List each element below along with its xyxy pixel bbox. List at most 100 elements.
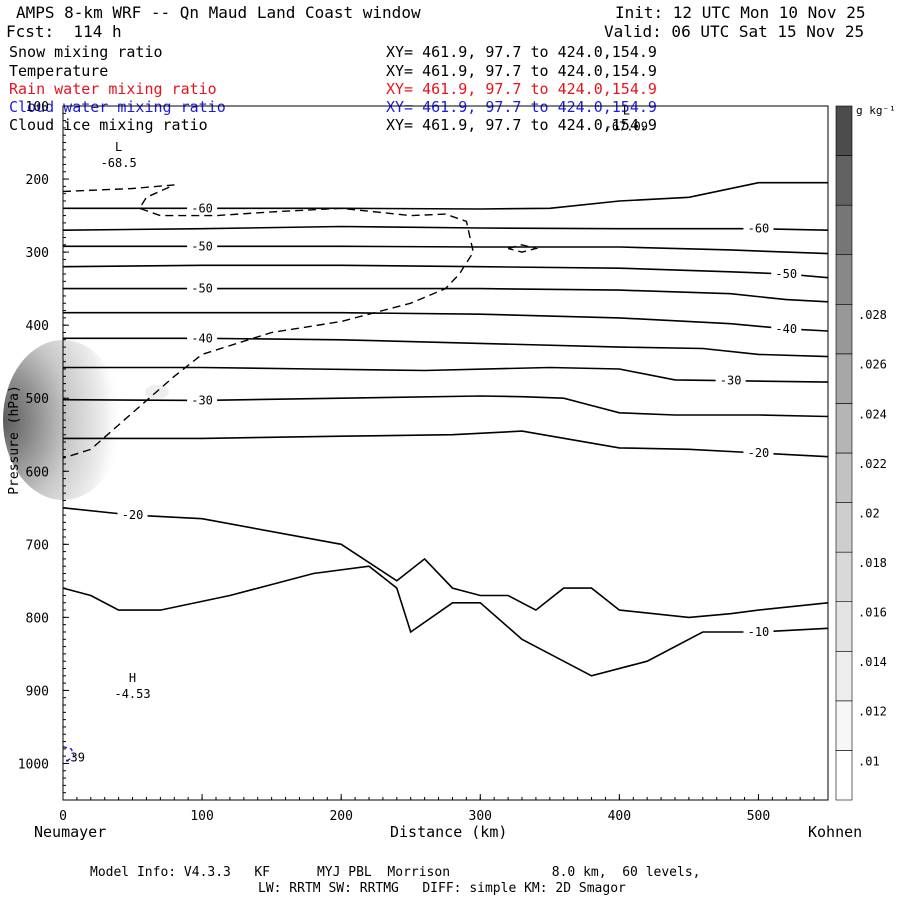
y-tick-label: 900 bbox=[26, 684, 49, 699]
colorbar-tick-label: .02 bbox=[858, 506, 880, 520]
contour-label-bg bbox=[771, 320, 802, 336]
extremum-letter: L bbox=[623, 103, 630, 117]
colorbar-tick-label: .012 bbox=[858, 705, 887, 719]
contour-label-bg bbox=[771, 266, 802, 282]
temperature-contour bbox=[63, 287, 829, 303]
x-tick-label: 0 bbox=[59, 809, 67, 824]
contour-label: -50 bbox=[191, 282, 213, 296]
temperature-contour bbox=[62, 225, 829, 231]
y-tick-label: 300 bbox=[26, 246, 49, 261]
temperature-contour bbox=[62, 565, 829, 677]
colorbar-tick-label: .014 bbox=[858, 655, 887, 669]
contour-label: -30 bbox=[720, 374, 742, 388]
contour-label: -20 bbox=[748, 446, 770, 460]
extremum-value: -67.09 bbox=[605, 119, 648, 133]
extremum-value: -4.53 bbox=[114, 687, 150, 701]
cloud-water-contour bbox=[62, 746, 75, 764]
x-tick-label: 500 bbox=[747, 809, 770, 824]
x-axis-label: Distance (km) bbox=[390, 823, 508, 841]
contour-label: -20 bbox=[122, 508, 144, 522]
cloud-ice-contour bbox=[507, 244, 539, 253]
field-xy-temperature: XY= 461.9, 97.7 to 424.0,154.9 bbox=[386, 62, 657, 80]
colorbar-tick-label: .022 bbox=[858, 457, 887, 471]
contour-label: -50 bbox=[775, 267, 797, 281]
contour-label-bg bbox=[187, 330, 218, 346]
cloud-water-value: .39 bbox=[63, 750, 85, 764]
temperature-contour bbox=[63, 181, 828, 210]
contour-label-bg bbox=[187, 238, 218, 254]
contour-label-bg bbox=[117, 507, 148, 523]
colorbar: .01 .012 .014 .016 .018 .02 .022 .024 .026 .028 g … bbox=[835, 104, 896, 801]
cloud-ice-contours: L -68.5 L -67.09 H -4.53 .39 bbox=[62, 103, 648, 764]
colorbar-tick-label: .026 bbox=[858, 358, 887, 372]
contour-label: -40 bbox=[191, 331, 213, 345]
y-tick-label: 500 bbox=[26, 392, 49, 407]
y-tick-label: 1000 bbox=[18, 757, 49, 772]
model-info-line2: LW: RRTM SW: RRTMG DIFF: simple KM: 2D S… bbox=[258, 881, 626, 896]
contour-label-bg bbox=[187, 280, 218, 296]
contour-label-bg bbox=[743, 445, 774, 460]
contour-label-bg bbox=[187, 200, 218, 216]
contour-label: -50 bbox=[191, 239, 213, 253]
temperature-contour bbox=[63, 245, 829, 255]
colorbar-tick-label: .016 bbox=[858, 606, 887, 620]
colorbar-bin bbox=[835, 551, 853, 603]
location-left: Neumayer bbox=[34, 823, 107, 841]
extremum-value: -68.5 bbox=[101, 156, 137, 170]
colorbar-tick-label: .028 bbox=[858, 308, 887, 322]
temperature-contour bbox=[62, 507, 829, 619]
model-info-line1: Model Info: V4.3.3 KF MYJ PBL Morrison 8… bbox=[90, 865, 701, 880]
temperature-contour bbox=[62, 264, 829, 279]
temperature-contour bbox=[63, 337, 829, 358]
x-tick-label: 400 bbox=[608, 809, 631, 824]
temperature-contour bbox=[63, 366, 829, 383]
colorbar-bin bbox=[835, 750, 853, 801]
colorbar-bin bbox=[835, 403, 853, 454]
field-name-cloud-water: Cloud water mixing ratio bbox=[9, 98, 226, 116]
x-tick-label: 200 bbox=[329, 809, 352, 824]
y-tick-label: 200 bbox=[26, 173, 49, 188]
x-tick-label: 300 bbox=[469, 809, 492, 824]
y-tick-label: 700 bbox=[26, 538, 49, 553]
colorbar-tick-label: .024 bbox=[858, 407, 887, 421]
y-tick-label: 800 bbox=[26, 611, 49, 626]
contour-label-bg bbox=[743, 220, 774, 236]
contour-label: -10 bbox=[748, 625, 770, 639]
y-axis-label: Pressure (hPa) bbox=[7, 385, 22, 495]
field-name-temperature: Temperature bbox=[9, 62, 109, 80]
field-xy-rain: XY= 461.9, 97.7 to 424.0,154.9 bbox=[386, 80, 657, 98]
temperature-contour bbox=[62, 395, 829, 418]
y-tick-label: 100 bbox=[26, 100, 49, 115]
field-name-snow: Snow mixing ratio bbox=[9, 43, 163, 61]
chart-title: AMPS 8-km WRF -- Qn Maud Land Coast wind… bbox=[16, 3, 421, 22]
temperature-contours: -60 -60 -50 -50 -50 -40 -40 -30 -30 -20 -20 -10 bbox=[62, 181, 829, 677]
y-axis: 100 200 300 400 500 600 700 800 900 1000 bbox=[18, 100, 69, 794]
colorbar-bin bbox=[835, 105, 853, 156]
temperature-contour bbox=[63, 311, 829, 332]
extremum-letter: L bbox=[115, 140, 122, 154]
field-name-rain: Rain water mixing ratio bbox=[9, 80, 217, 98]
colorbar-bin bbox=[835, 502, 853, 553]
field-xy-snow: XY= 461.9, 97.7 to 424.0,154.9 bbox=[386, 43, 657, 61]
field-xy-cloud-water: XY= 461.9, 97.7 to 424.0,154.9 bbox=[386, 98, 657, 116]
location-right: Kohnen bbox=[808, 823, 863, 841]
colorbar-bin bbox=[835, 452, 853, 503]
contour-label-bg bbox=[743, 623, 774, 639]
extremum-letter: H bbox=[129, 671, 136, 685]
temperature-contour bbox=[63, 430, 829, 458]
y-tick-label: 400 bbox=[26, 319, 49, 334]
colorbar-bin bbox=[835, 650, 853, 702]
colorbar-unit: g kg⁻¹ bbox=[856, 104, 896, 117]
contour-label: -60 bbox=[748, 222, 770, 236]
contour-label: -40 bbox=[775, 322, 797, 336]
init-time: Init: 12 UTC Mon 10 Nov 25 bbox=[615, 3, 866, 22]
x-axis: 0 100 200 300 400 500 bbox=[59, 794, 815, 824]
colorbar-bin bbox=[835, 353, 853, 404]
colorbar-bin bbox=[835, 700, 853, 751]
field-name-cloud-ice: Cloud ice mixing ratio bbox=[9, 116, 208, 134]
y-tick-label: 600 bbox=[26, 465, 49, 480]
colorbar-bin bbox=[835, 601, 853, 652]
cloud-ice-contour bbox=[62, 184, 475, 459]
contour-label: -60 bbox=[191, 201, 213, 215]
